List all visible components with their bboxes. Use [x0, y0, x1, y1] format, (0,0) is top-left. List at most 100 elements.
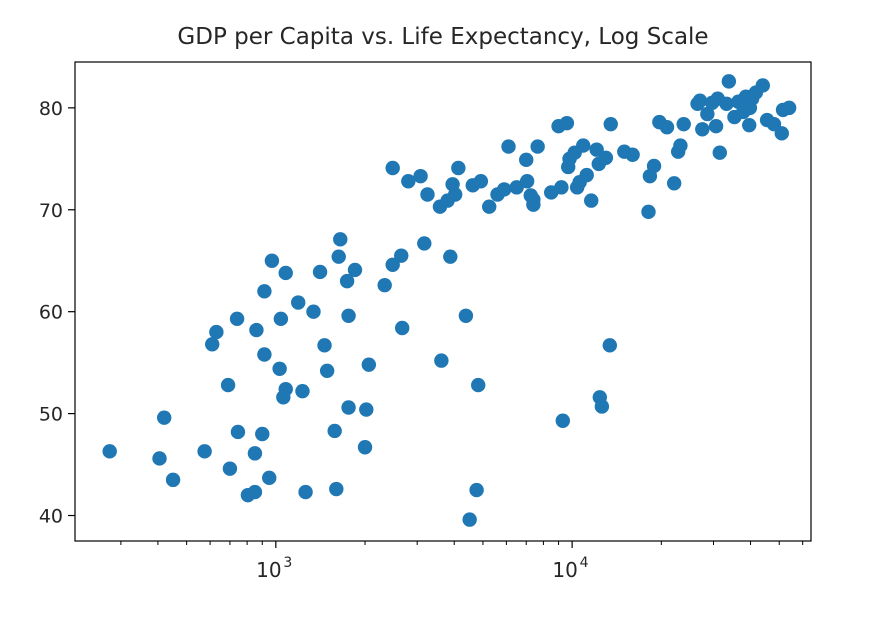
data-point: [152, 451, 167, 466]
data-point: [501, 139, 516, 154]
x-tick-exponent: 3: [283, 555, 292, 571]
data-point: [473, 174, 489, 189]
data-point: [774, 126, 789, 141]
data-point: [205, 337, 220, 352]
data-point: [357, 440, 373, 455]
data-point: [347, 262, 363, 278]
plot-frame: [74, 61, 812, 542]
data-point: [361, 357, 377, 372]
data-point: [598, 150, 614, 165]
data-point: [306, 304, 321, 319]
data-point: [673, 138, 688, 153]
data-point: [229, 311, 245, 327]
data-point: [692, 93, 708, 108]
x-minor-ticks: [120, 541, 804, 545]
chart-title: GDP per Capita vs. Life Expectancy, Log …: [177, 24, 709, 50]
data-point: [385, 160, 400, 176]
x-tick-label: 10: [552, 558, 577, 582]
data-point: [646, 158, 662, 174]
data-point: [708, 119, 724, 134]
data-point: [165, 472, 181, 488]
x-tick-label: 10: [256, 558, 281, 582]
data-point: [262, 470, 277, 486]
data-point: [420, 187, 435, 202]
data-point: [555, 413, 570, 428]
data-point: [482, 199, 497, 214]
data-point: [249, 322, 264, 338]
data-point: [197, 444, 212, 459]
data-point: [273, 311, 289, 327]
y-tick-label: 50: [39, 404, 63, 426]
data-point: [497, 182, 512, 197]
data-point: [594, 399, 610, 414]
data-point: [781, 100, 797, 116]
data-point: [471, 377, 486, 393]
data-point: [247, 446, 263, 461]
data-point: [589, 142, 604, 157]
data-point: [469, 482, 484, 498]
data-point: [272, 361, 287, 376]
data-point: [526, 192, 541, 207]
data-point: [339, 273, 355, 289]
data-point: [291, 295, 306, 310]
data-point: [401, 174, 416, 189]
data-point: [519, 174, 535, 189]
data-point: [579, 167, 594, 183]
data-point: [417, 236, 432, 251]
data-point: [220, 377, 236, 393]
data-point: [659, 120, 675, 135]
data-point: [394, 248, 409, 263]
data-point: [576, 138, 591, 153]
data-point: [255, 426, 270, 442]
data-point: [742, 117, 757, 133]
data-point: [413, 168, 428, 184]
x-tick-exponent: 4: [580, 555, 589, 571]
data-point: [264, 253, 280, 268]
x-axis-ticks: 10 3 10 4: [256, 541, 589, 582]
data-point: [584, 193, 599, 208]
data-point: [317, 338, 332, 353]
data-point: [530, 139, 545, 154]
data-point: [434, 353, 449, 368]
data-point: [509, 180, 524, 195]
data-point: [554, 180, 569, 195]
data-point: [385, 257, 400, 273]
data-point: [559, 115, 575, 131]
data-point: [719, 96, 734, 111]
data-point: [676, 116, 691, 132]
data-point: [341, 308, 356, 323]
data-point: [625, 147, 640, 162]
y-axis-ticks: 40 50 60 70 80: [39, 98, 75, 528]
data-point: [298, 484, 313, 500]
data-point: [641, 204, 656, 220]
data-point: [602, 338, 617, 353]
data-point: [257, 347, 272, 362]
data-point: [230, 424, 246, 440]
data-point: [721, 74, 737, 89]
data-point: [278, 265, 293, 281]
data-point: [222, 461, 238, 476]
data-point: [156, 410, 172, 425]
data-point: [443, 249, 458, 264]
data-point: [102, 444, 117, 459]
data-point: [247, 484, 263, 500]
data-point: [755, 78, 770, 93]
y-tick-label: 80: [39, 98, 63, 120]
data-point: [447, 187, 463, 202]
data-point: [695, 122, 710, 137]
data-point: [462, 512, 477, 527]
y-tick-label: 40: [39, 506, 63, 528]
data-point: [333, 232, 348, 247]
data-point: [359, 402, 374, 417]
data-point: [329, 481, 344, 497]
data-point: [458, 308, 474, 323]
data-point: [312, 264, 328, 280]
data-point: [519, 152, 534, 168]
y-tick-label: 60: [39, 302, 63, 324]
y-tick-label: 70: [39, 200, 63, 222]
data-point: [341, 400, 356, 415]
data-point: [257, 284, 272, 299]
data-point: [331, 249, 346, 264]
